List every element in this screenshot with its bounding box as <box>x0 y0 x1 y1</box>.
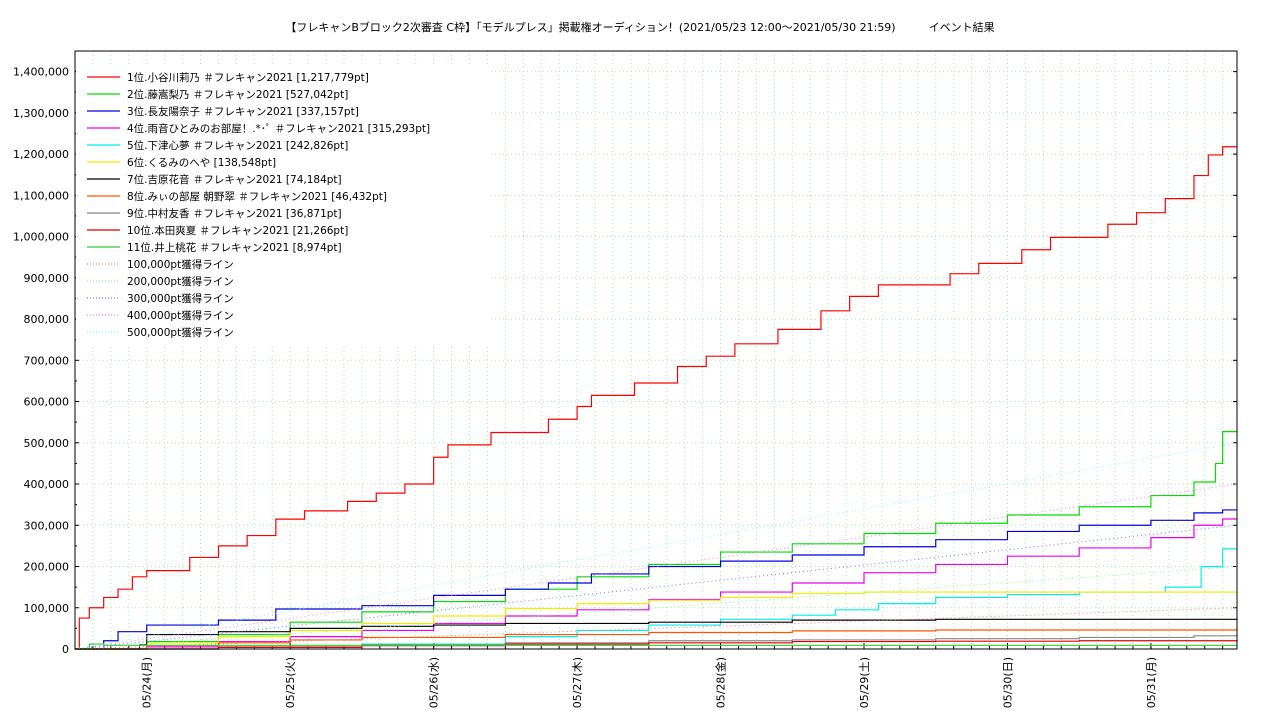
x-tick-label: 05/30(日) <box>1001 657 1014 708</box>
series-line-7 <box>75 618 1238 650</box>
legend-label: 4位.雨音ひとみのお部屋！.*･ﾟ ＃フレキャン2021 [315,293pt] <box>127 122 430 135</box>
y-tick-label: 100,000 <box>24 602 70 615</box>
x-tick-label: 05/26(水) <box>428 657 441 708</box>
series-line-1 <box>75 146 1237 650</box>
series-line-16 <box>74 442 1238 650</box>
series-line-8 <box>75 629 1238 650</box>
series-line-10 <box>75 640 1238 650</box>
y-tick-label: 900,000 <box>24 272 70 285</box>
legend-label: 9位.中村友香 ＃フレキャン2021 [36,871pt] <box>127 207 342 220</box>
legend-label: 3位.長友陽奈子 ＃フレキャン2021 [337,157pt] <box>127 105 359 118</box>
y-tick-label: 700,000 <box>24 354 70 367</box>
x-tick-label: 05/31(月) <box>1145 657 1158 708</box>
x-tick-label: 05/25(火) <box>284 657 297 708</box>
legend-label: 200,000pt獲得ライン <box>127 275 234 288</box>
series-line-3 <box>75 509 1237 650</box>
y-tick-label: 400,000 <box>24 478 70 491</box>
y-tick-label: 300,000 <box>24 519 70 532</box>
series-line-12 <box>74 607 1238 650</box>
legend-label: 11位.井上桃花 ＃フレキャン2021 [8,974pt] <box>127 241 342 254</box>
legend-box <box>76 66 488 346</box>
y-tick-label: 800,000 <box>24 313 70 326</box>
y-tick-label: 1,300,000 <box>13 107 69 120</box>
y-tick-label: 200,000 <box>24 561 70 574</box>
series-line-4 <box>75 518 1237 650</box>
series-line-2 <box>75 431 1237 650</box>
x-tick-label: 05/27(木) <box>571 657 584 708</box>
y-tick-label: 600,000 <box>24 396 70 409</box>
legend-label: 6位.くるみのへや [138,548pt] <box>127 156 276 169</box>
legend-label: 300,000pt獲得ライン <box>127 292 234 305</box>
legend-label: 400,000pt獲得ライン <box>127 309 234 322</box>
chart-title: 【フレキャンBブロック2次審査 C枠】「モデルプレス」掲載権オーディション！(2… <box>285 21 995 34</box>
legend-label: 8位.みぃの部屋 朝野翠 ＃フレキャン2021 [46,432pt] <box>127 190 387 203</box>
x-tick-label: 05/29(土) <box>858 657 871 708</box>
legend-label: 5位.下津心夢 ＃フレキャン2021 [242,826pt] <box>127 139 348 152</box>
y-tick-label: 1,000,000 <box>13 231 69 244</box>
y-tick-label: 1,400,000 <box>13 66 69 79</box>
y-tick-label: 1,200,000 <box>13 148 69 161</box>
series-line-14 <box>74 524 1238 650</box>
legend-label: 7位.吉原花音 ＃フレキャン2021 [74,184pt] <box>127 173 342 186</box>
plot-frame <box>74 50 1238 650</box>
legend-label: 2位.藤嵩梨乃 ＃フレキャン2021 [527,042pt] <box>127 88 348 101</box>
x-tick-label: 05/28(金) <box>714 657 728 708</box>
y-tick-label: 1,100,000 <box>13 189 69 202</box>
legend-label: 100,000pt獲得ライン <box>127 258 234 271</box>
x-tick-label: 05/24(月) <box>141 657 154 708</box>
y-tick-label: 0 <box>62 643 69 656</box>
y-tick-label: 500,000 <box>24 437 70 450</box>
legend-label: 10位.本田爽夏 ＃フレキャン2021 [21,266pt] <box>127 224 348 237</box>
legend-label: 1位.小谷川莉乃 ＃フレキャン2021 [1,217,779pt] <box>127 71 369 84</box>
legend-label: 500,000pt獲得ライン <box>127 326 234 339</box>
series-line-6 <box>75 591 1238 650</box>
